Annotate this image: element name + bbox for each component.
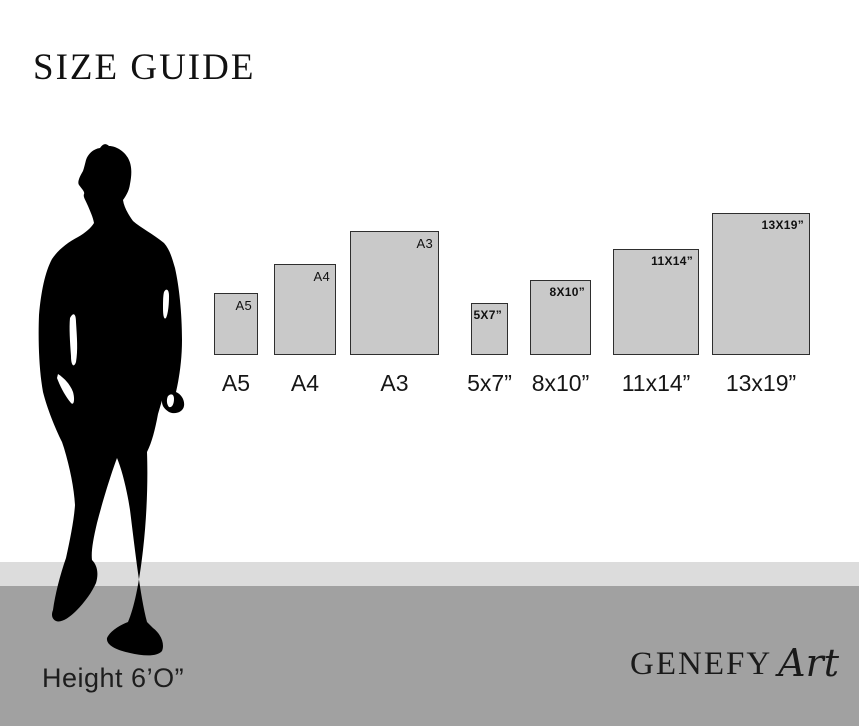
page-title: SIZE GUIDE (33, 47, 256, 88)
size-label: A4 (290, 370, 320, 396)
size-box-11x14: 11X14” (613, 249, 699, 355)
brand-name: GENEFY (630, 646, 773, 682)
size-label: 13x19” (725, 370, 797, 396)
size-box-13x19: 13X19” (712, 213, 810, 355)
brand-suffix: Art (778, 641, 840, 685)
size-item-5x7: 5X7” 5x7” (467, 303, 512, 396)
size-item-11x14: 11X14” 11x14” (613, 249, 699, 396)
size-box-a3: A3 (350, 231, 439, 355)
size-box-label: A5 (235, 298, 252, 313)
size-box-8x10: 8X10” (530, 280, 591, 355)
size-box-label: A4 (313, 269, 330, 284)
size-label: 11x14” (621, 370, 691, 396)
size-label: A5 (221, 370, 251, 396)
size-box-a5: A5 (214, 293, 258, 355)
size-label: A3 (380, 370, 409, 396)
size-box-label: 8X10” (549, 285, 585, 299)
size-item-a4: A4 A4 (274, 264, 336, 396)
size-label: 5x7” (467, 370, 512, 396)
size-box-5x7: 5X7” (471, 303, 508, 355)
size-box-a4: A4 (274, 264, 336, 355)
size-item-13x19: 13X19” 13x19” (712, 213, 810, 396)
size-box-label: 13X19” (761, 218, 804, 232)
size-item-a5: A5 A5 (214, 293, 258, 396)
height-label: Height 6’O” (42, 663, 185, 693)
floor-skirting (0, 562, 859, 586)
size-box-label: A3 (416, 236, 433, 251)
size-box-label: 11X14” (651, 254, 693, 268)
size-label: 8x10” (531, 370, 590, 396)
size-item-8x10: 8X10” 8x10” (530, 280, 591, 396)
brand-logo: GENEFY Art (630, 639, 840, 685)
size-item-a3: A3 A3 (350, 231, 439, 396)
size-box-label: 5X7” (473, 308, 502, 322)
